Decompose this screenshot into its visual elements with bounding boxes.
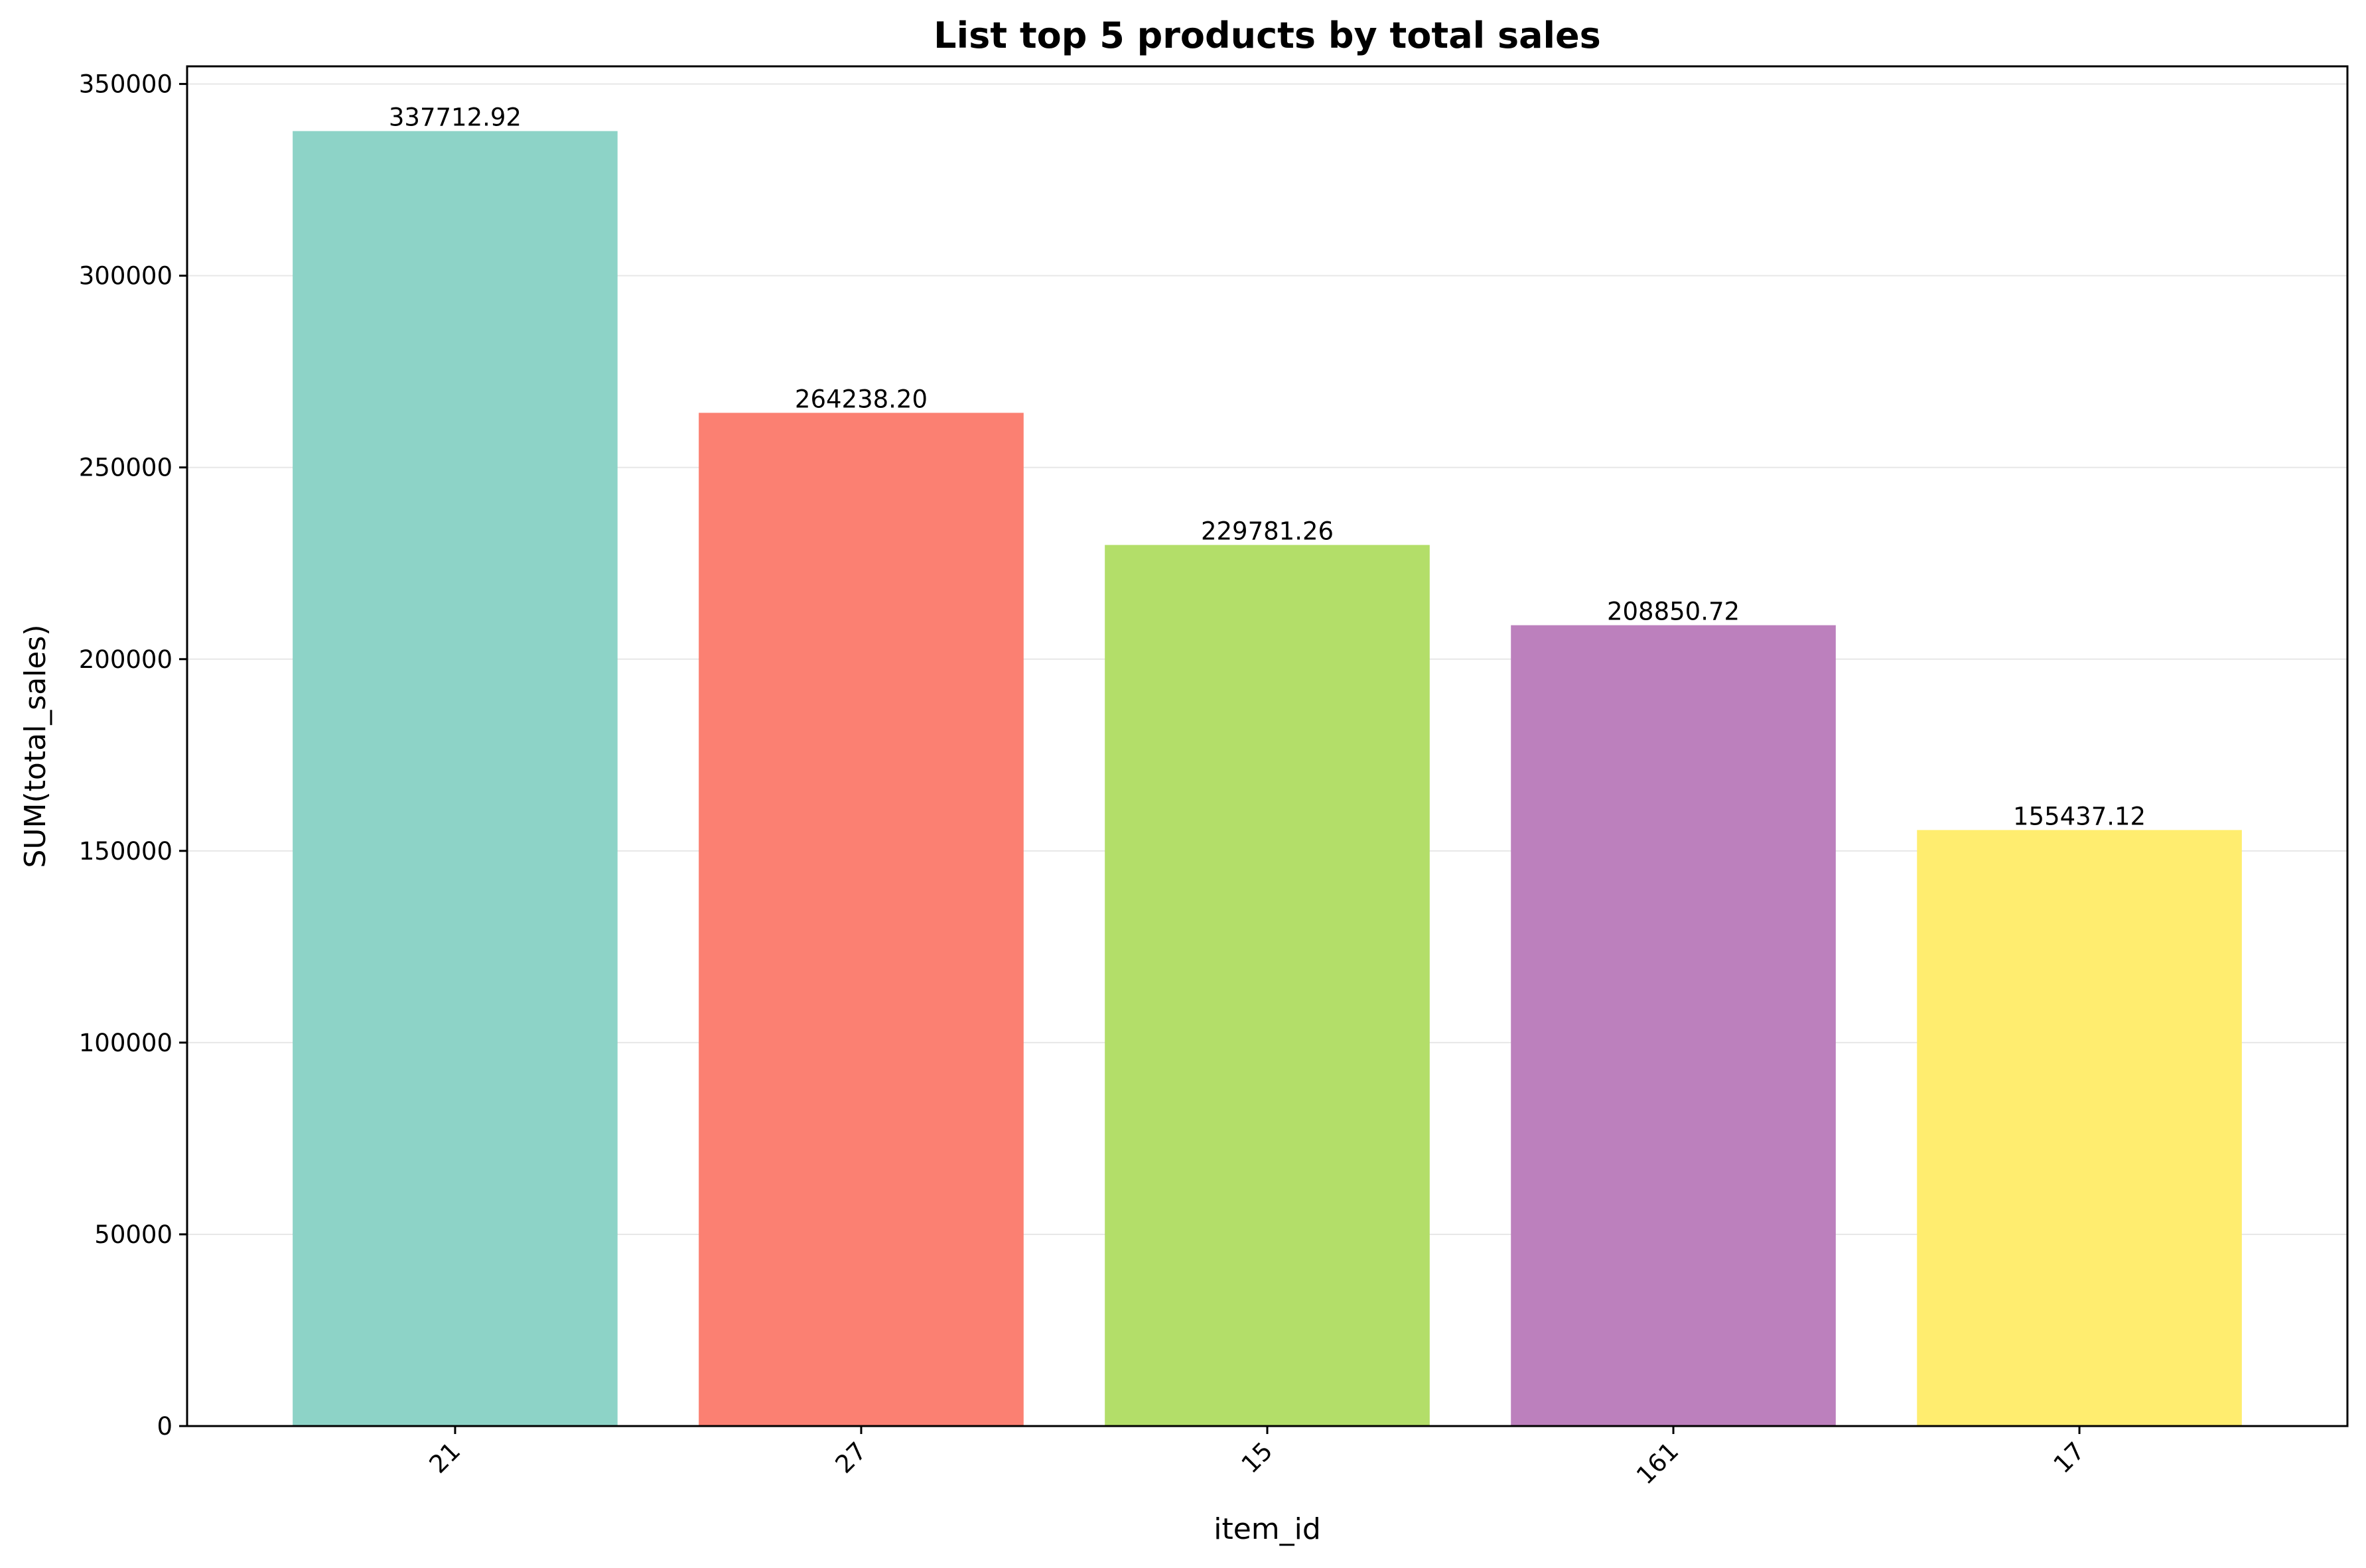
bar-value-label: 229781.26 — [1201, 517, 1334, 546]
chart-title: List top 5 products by total sales — [934, 15, 1601, 56]
bar-15 — [1105, 545, 1430, 1426]
y-tick-label: 150000 — [79, 837, 173, 866]
bar-27 — [699, 413, 1024, 1426]
y-tick-label: 50000 — [94, 1220, 173, 1249]
x-axis-label: item_id — [1214, 1512, 1321, 1546]
bar-161 — [1511, 625, 1836, 1427]
y-tick-label: 200000 — [79, 645, 173, 674]
y-axis-ticks: 0 50000 100000 150000 200000 250000 300000 3500… — [79, 70, 187, 1441]
bar-value-label: 155437.12 — [2013, 802, 2146, 830]
y-tick-label: 350000 — [79, 70, 173, 99]
y-tick-label: 100000 — [79, 1029, 173, 1057]
bar-value-label: 208850.72 — [1607, 598, 1740, 626]
bars — [293, 131, 2242, 1427]
y-tick-label: 250000 — [79, 454, 173, 482]
y-axis-label: SUM(total_sales) — [19, 624, 52, 868]
bar-value-label: 264238.20 — [795, 385, 928, 413]
bar-21 — [293, 131, 618, 1426]
bar-17 — [1917, 830, 2242, 1426]
bar-value-label: 337712.92 — [389, 103, 522, 132]
y-tick-label: 300000 — [79, 262, 173, 291]
bar-value-labels: 337712.92 264238.20 229781.26 208850.72 1554… — [389, 103, 2146, 831]
y-tick-label: 0 — [157, 1412, 173, 1441]
